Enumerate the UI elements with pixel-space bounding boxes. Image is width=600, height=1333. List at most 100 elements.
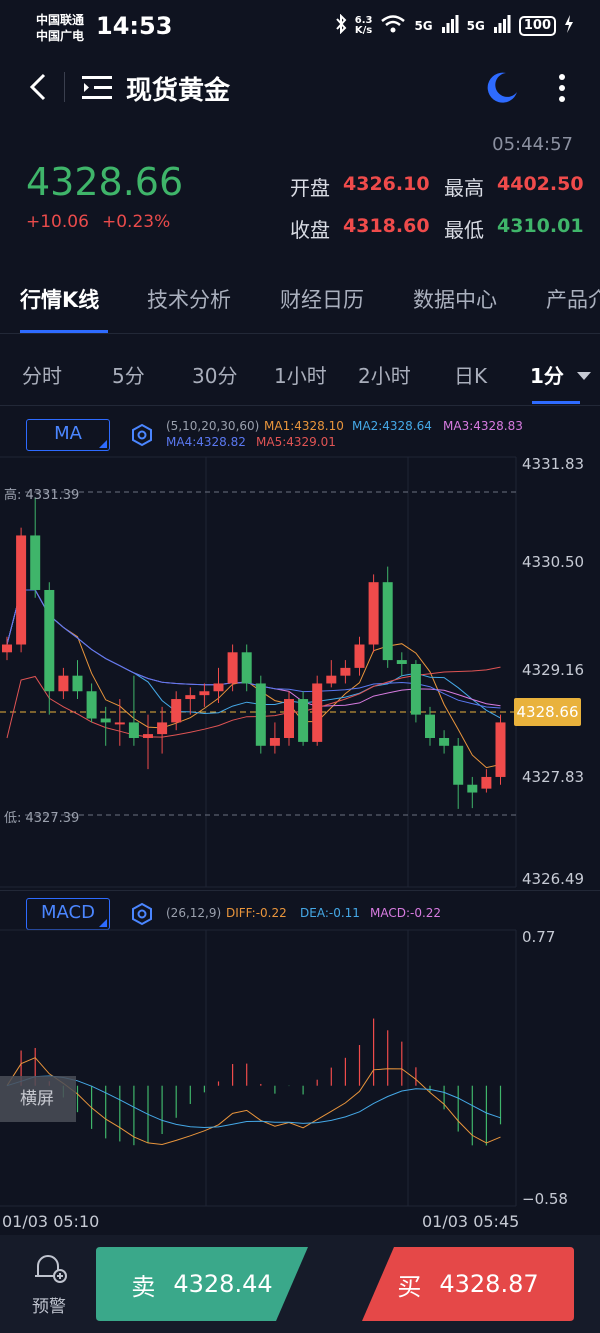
start-date-label: 01/03 05:10: [2, 1212, 100, 1231]
candle-body: [100, 718, 111, 723]
buy-button[interactable]: 买 4328.87: [362, 1247, 574, 1321]
candle-body: [44, 589, 55, 692]
candle-body: [298, 699, 309, 742]
quote-timestamp: 05:44:57: [492, 134, 573, 155]
ma1-line: [6, 589, 501, 769]
candle-body: [312, 683, 323, 742]
signal-2-icon: [493, 15, 511, 36]
kline-chart[interactable]: [0, 455, 600, 890]
low-label: 最低: [444, 218, 484, 242]
macd-indicator-button[interactable]: MACD: [26, 898, 110, 930]
macd-params: (26,12,9): [166, 906, 222, 920]
charging-icon: [564, 15, 574, 36]
ma1-value: MA1:4328.10: [264, 419, 344, 433]
sell-button[interactable]: 卖 4328.44: [96, 1247, 308, 1321]
macd-indicator-label: MACD: [41, 902, 95, 923]
candle-body: [241, 652, 252, 684]
period-dropdown-icon[interactable]: [576, 366, 592, 385]
price-change-percent: +0.23%: [102, 212, 171, 232]
landscape-button[interactable]: 横屏: [0, 1076, 76, 1122]
period-2hour[interactable]: 2小时: [358, 364, 411, 388]
header-divider: [64, 72, 65, 102]
tab-economic-calendar[interactable]: 财经日历: [280, 288, 364, 312]
macd-dea-line: [6, 1075, 501, 1129]
macd-diff-value: DIFF:-0.22: [226, 906, 287, 920]
candle-body: [269, 737, 280, 746]
open-label: 开盘: [290, 176, 330, 200]
tab-technical-analysis[interactable]: 技术分析: [147, 288, 231, 312]
network-speed-value: 6.3: [354, 14, 373, 26]
price-change: +10.06: [26, 212, 89, 232]
buy-price: 4328.87: [439, 1270, 539, 1298]
candle-body: [86, 691, 97, 719]
period-daily[interactable]: 日K: [454, 364, 488, 388]
alert-bell-icon[interactable]: [30, 1248, 70, 1288]
candle-body: [128, 722, 139, 738]
tab-active-indicator: [20, 330, 108, 333]
candle-body: [340, 667, 351, 676]
more-options-icon[interactable]: [552, 72, 572, 104]
candle-body: [16, 535, 27, 645]
macd-divider: [0, 890, 600, 891]
macd-dea-value: DEA:-0.11: [300, 906, 360, 920]
wifi-icon: [380, 14, 406, 37]
current-price-tag: 4328.66: [514, 698, 581, 726]
bluetooth-icon: [335, 13, 347, 37]
close-label: 收盘: [290, 218, 330, 242]
macd-value: MACD:-0.22: [370, 906, 442, 920]
ma5-value: MA5:4329.01: [256, 435, 336, 449]
night-mode-icon[interactable]: [484, 70, 520, 106]
ma2-line: [6, 589, 501, 719]
network-speed-unit: K/s: [354, 24, 373, 36]
ma-indicator-button[interactable]: MA: [26, 419, 110, 451]
candle-body: [396, 660, 407, 664]
ma3-value: MA3:4328.83: [443, 419, 523, 433]
tab-product-intro[interactable]: 产品介: [546, 288, 600, 312]
candle-body: [2, 644, 12, 653]
candle-body: [467, 784, 478, 793]
candle-body: [425, 714, 435, 738]
macd-diff-line: [6, 1057, 501, 1146]
status-time: 14:53: [96, 12, 173, 40]
candle-body: [185, 695, 196, 700]
candle-body: [227, 652, 238, 684]
battery-level: 100: [518, 15, 556, 36]
menu-icon[interactable]: [82, 74, 114, 102]
candle-body: [410, 663, 421, 715]
ma4-value: MA4:4328.82: [166, 435, 246, 449]
macd-chart[interactable]: [0, 928, 600, 1208]
price-axis-tick: 4327.83: [522, 768, 585, 786]
period-5min[interactable]: 5分: [112, 364, 145, 388]
price-axis-tick: 4326.49: [522, 870, 585, 888]
period-1min[interactable]: 1分: [530, 364, 564, 388]
period-active-indicator: [532, 401, 580, 404]
price-axis-tick: 4330.50: [522, 553, 585, 571]
end-date-label: 01/03 05:45: [422, 1212, 520, 1231]
tab-kline[interactable]: 行情K线: [20, 288, 100, 312]
candle-body: [213, 683, 224, 692]
candle-body: [255, 683, 266, 746]
ma-settings-icon[interactable]: [130, 423, 154, 451]
high-value: 4402.50: [497, 173, 584, 195]
ma-params: (5,10,20,30,60): [166, 419, 260, 433]
candle-body: [171, 699, 182, 723]
alert-label[interactable]: 预警: [32, 1297, 66, 1317]
open-value: 4326.10: [343, 173, 430, 195]
candle-body: [199, 691, 210, 696]
status-bar: 中国联通 中国广电 14:53 6.3 K/s 5G 5G 100: [0, 0, 600, 56]
low-marker-label: 低: 4327.39: [4, 811, 80, 826]
signal-2-label: 5G: [466, 18, 485, 33]
period-timeshare[interactable]: 分时: [22, 364, 62, 388]
period-30min[interactable]: 30分: [192, 364, 238, 388]
candle-body: [326, 675, 337, 684]
high-marker-label: 高: 4331.39: [4, 488, 80, 503]
tabs-divider: [0, 333, 600, 334]
price-axis-tick: 4329.16: [522, 661, 585, 679]
back-icon[interactable]: [24, 72, 54, 102]
candle-body: [439, 737, 450, 746]
tab-data-center[interactable]: 数据中心: [413, 288, 497, 312]
macd-settings-icon[interactable]: [130, 902, 154, 930]
candle-body: [114, 722, 125, 725]
carrier-name-1: 中国联通: [36, 13, 85, 27]
period-1hour[interactable]: 1小时: [274, 364, 327, 388]
